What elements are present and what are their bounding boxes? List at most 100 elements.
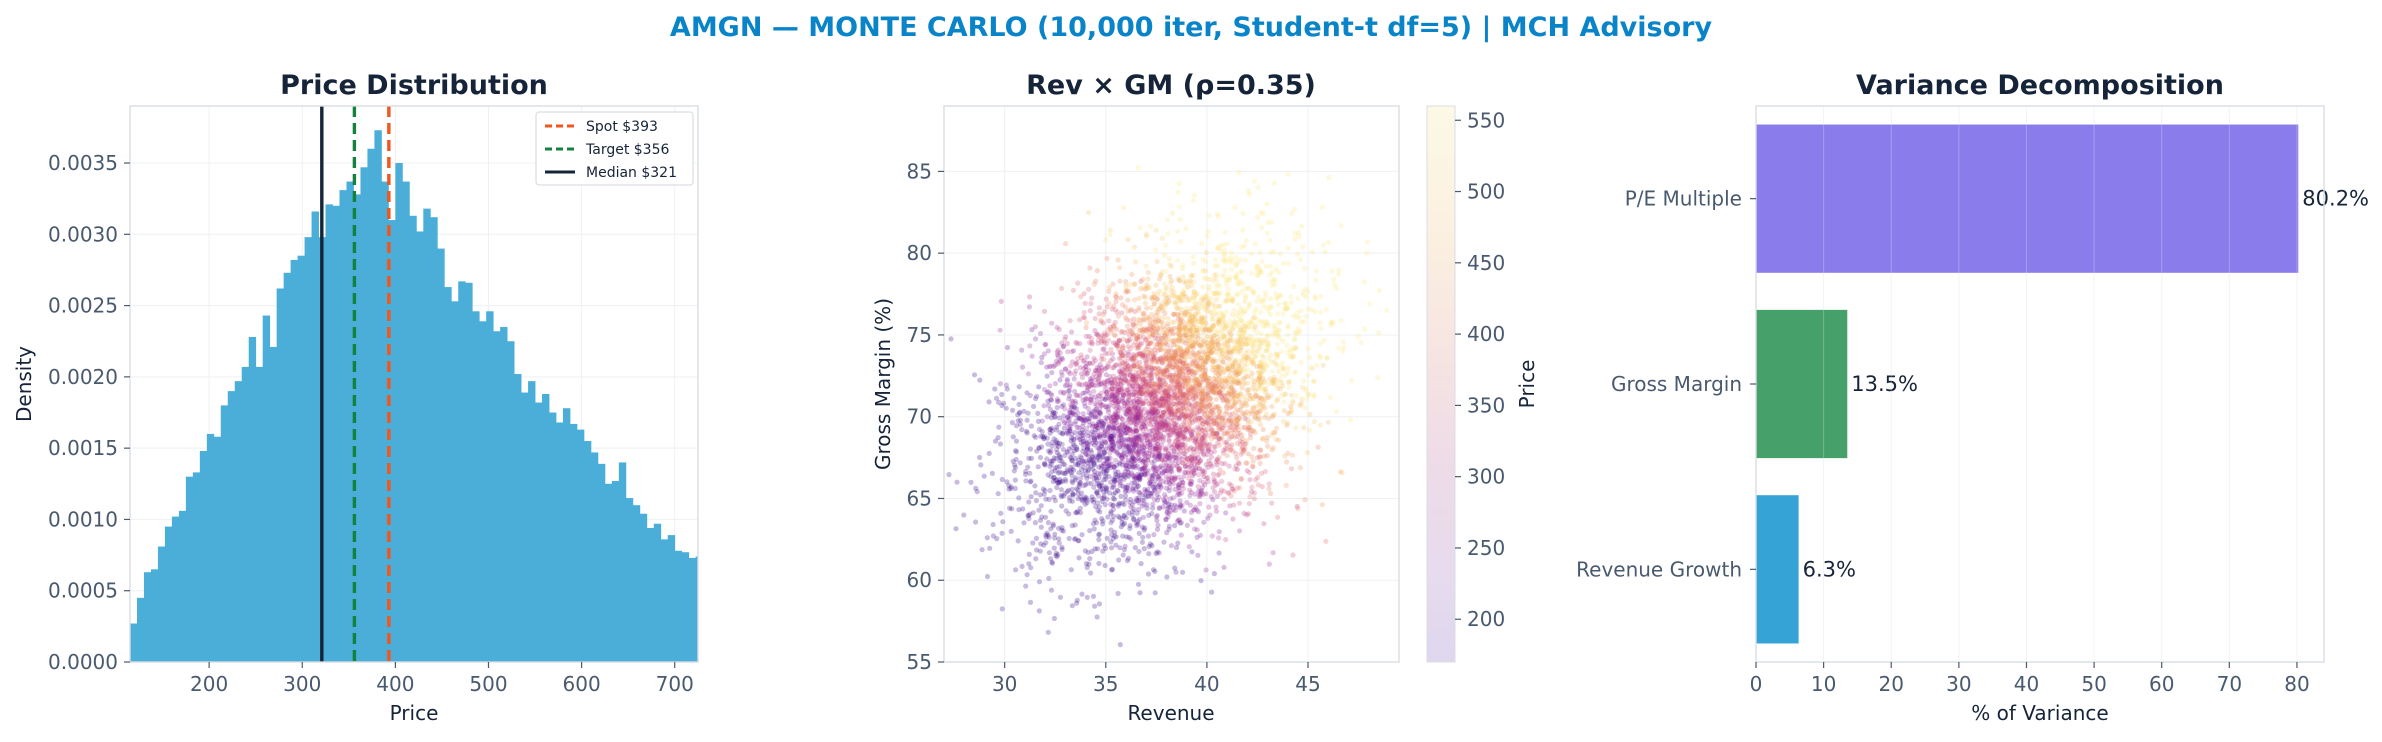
scatter-point — [1212, 416, 1218, 422]
scatter-point — [1151, 399, 1157, 405]
scatter-point — [1084, 445, 1090, 451]
scatter-point — [1091, 281, 1097, 287]
scatter-point — [1118, 370, 1124, 377]
scatter-point — [1208, 426, 1215, 432]
scatter-point — [1219, 351, 1225, 357]
scatter-point — [1147, 316, 1153, 322]
scatter-point — [1147, 442, 1153, 448]
scatter-point — [1126, 407, 1132, 413]
scatter-point — [1194, 438, 1201, 445]
scatter-point — [1174, 300, 1180, 306]
scatter-point — [1063, 470, 1069, 476]
scatter-point — [1073, 362, 1079, 368]
scatter-point — [1104, 416, 1110, 422]
scatter-point — [1289, 407, 1295, 413]
scatter-point — [1262, 395, 1268, 401]
scatter-point — [1089, 339, 1095, 346]
scatter-point — [1158, 420, 1164, 426]
scatter-point — [1073, 477, 1079, 483]
scatter-point — [1129, 486, 1136, 492]
scatter-point — [1128, 367, 1134, 373]
scatter-point — [1088, 398, 1094, 404]
scatter-point — [1105, 377, 1111, 383]
scatter-point — [1064, 341, 1070, 347]
scatter-point — [1044, 530, 1050, 536]
scatter-point — [1167, 360, 1174, 366]
scatter-point — [1156, 425, 1162, 431]
scatter-point — [1017, 410, 1023, 416]
scatter-point — [1167, 372, 1173, 378]
scatter-point — [1158, 272, 1164, 278]
scatter-point — [1161, 368, 1167, 374]
scatter-point — [1284, 422, 1290, 428]
scatter-point — [1163, 494, 1169, 501]
scatter-point — [1202, 372, 1208, 378]
scatter-point — [1136, 305, 1142, 311]
scatter-point — [1134, 345, 1140, 351]
scatter-point — [1106, 490, 1112, 496]
scatter-point — [1017, 421, 1024, 427]
scatter-point — [1107, 462, 1113, 468]
scatter-point — [1180, 395, 1186, 401]
scatter-point — [1173, 395, 1179, 401]
histogram-y-tick-label: 0.0000 — [48, 650, 118, 674]
scatter-point — [1211, 420, 1217, 426]
scatter-point — [1055, 552, 1061, 558]
scatter-point — [1064, 430, 1070, 436]
scatter-point — [1149, 472, 1155, 478]
scatter-point — [1099, 483, 1105, 489]
scatter-point — [995, 491, 1001, 497]
scatter-point — [1122, 366, 1128, 373]
scatter-point — [1194, 401, 1200, 407]
scatter-point — [1015, 538, 1021, 544]
scatter-point — [1261, 453, 1267, 459]
scatter-point — [1095, 340, 1101, 346]
scatter-point — [1182, 392, 1188, 398]
scatter-point — [1281, 408, 1287, 414]
scatter-point — [1367, 301, 1373, 307]
scatter-point — [1189, 403, 1195, 409]
scatter-point — [1207, 386, 1213, 393]
scatter-point — [1219, 272, 1225, 279]
scatter-point — [1125, 445, 1131, 451]
scatter-point — [1163, 268, 1169, 274]
scatter-point — [1210, 430, 1216, 436]
scatter-point — [1162, 392, 1168, 398]
scatter-point — [1257, 454, 1263, 460]
scatter-point — [998, 298, 1004, 304]
scatter-point — [1203, 294, 1209, 300]
scatter-point — [1250, 289, 1256, 295]
scatter-point — [1275, 333, 1281, 339]
scatter-point — [979, 547, 985, 553]
scatter-point — [1156, 550, 1162, 556]
scatter-point — [1116, 425, 1122, 431]
scatter-point — [1219, 416, 1225, 422]
scatter-point — [1155, 292, 1161, 298]
scatter-point — [1166, 523, 1172, 529]
scatter-point — [1153, 319, 1159, 326]
scatter-point — [1130, 373, 1136, 379]
scatter-point — [1208, 409, 1214, 415]
scatter-point — [978, 462, 984, 468]
scatter-point — [1044, 364, 1050, 370]
scatter-point — [1135, 434, 1141, 440]
scatter-point — [1113, 474, 1119, 480]
scatter-point — [1237, 257, 1243, 263]
scatter-point — [1134, 400, 1140, 406]
scatter-point — [1144, 411, 1150, 417]
scatter-point — [1071, 376, 1077, 382]
scatter-point — [1252, 339, 1258, 346]
scatter-point — [1202, 275, 1208, 281]
scatter-point — [1108, 433, 1114, 439]
scatter-point — [1084, 594, 1090, 600]
scatter-point — [1163, 347, 1169, 353]
scatter-point — [1322, 249, 1328, 255]
scatter-point — [1173, 352, 1179, 358]
scatter-point — [1092, 407, 1098, 413]
scatter-point — [1142, 358, 1148, 364]
scatter-point — [1183, 394, 1189, 400]
scatter-point — [1180, 319, 1186, 325]
scatter-point — [1191, 289, 1197, 295]
scatter-point — [1087, 339, 1093, 346]
scatter-point — [1208, 357, 1214, 363]
